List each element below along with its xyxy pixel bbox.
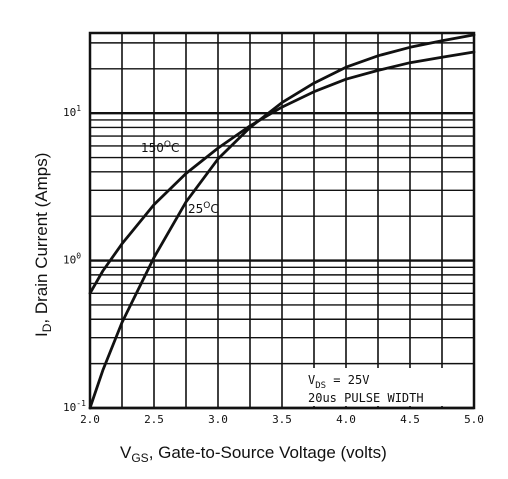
x-tick-labels: 2.0 2.5 3.0 3.5 4.0 4.5 5.0 xyxy=(80,413,484,426)
x-tick-label: 3.5 xyxy=(272,413,292,426)
vds-condition: VDS = 25V xyxy=(308,373,369,391)
annotation-box xyxy=(300,368,472,406)
label-25c: 25OC xyxy=(188,201,219,216)
y-axis-title: ID, Drain Current (Amps) xyxy=(32,153,54,337)
x-axis-title: VGS, Gate-to-Source Voltage (volts) xyxy=(120,443,387,465)
x-tick-label: 5.0 xyxy=(464,413,484,426)
y-tick-label: 10-1 xyxy=(63,399,86,414)
x-tick-label: 4.5 xyxy=(400,413,420,426)
x-tick-label: 4.0 xyxy=(336,413,356,426)
y-tick-labels: 101 100 10-1 xyxy=(63,104,86,414)
y-tick-label: 100 xyxy=(63,252,81,267)
label-150c: 150OC xyxy=(141,140,179,155)
x-tick-label: 3.0 xyxy=(208,413,228,426)
y-tick-label: 101 xyxy=(63,104,81,119)
curve-25c xyxy=(88,33,476,410)
plot-frame xyxy=(88,31,476,410)
x-tick-label: 2.0 xyxy=(80,413,100,426)
curves xyxy=(88,33,476,410)
pulse-width-condition: 20us PULSE WIDTH xyxy=(308,391,424,405)
grid xyxy=(89,33,475,410)
x-tick-label: 2.5 xyxy=(144,413,164,426)
